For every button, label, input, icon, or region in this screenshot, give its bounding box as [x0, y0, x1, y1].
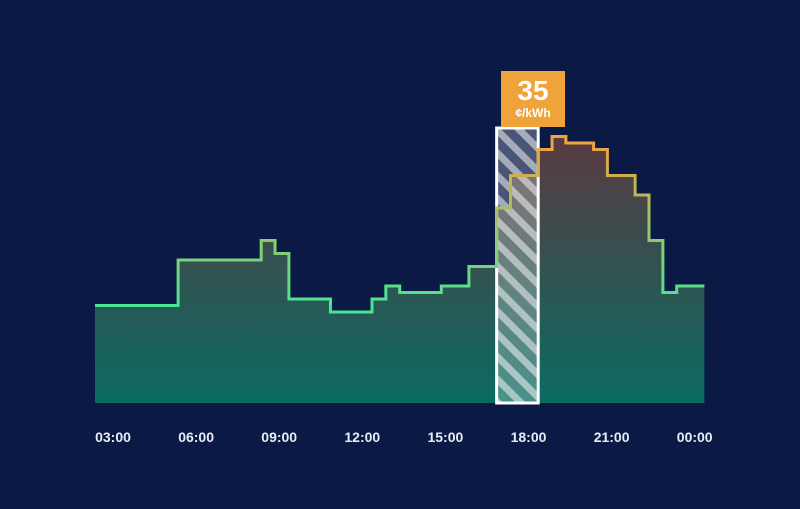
x-tick-label: 12:00	[344, 429, 380, 445]
price-line	[95, 135, 705, 314]
x-tick-label: 21:00	[594, 429, 630, 445]
price-badge-value: 35	[517, 75, 549, 106]
x-tick-label: 00:00	[677, 429, 713, 445]
price-step-line	[95, 135, 705, 314]
x-tick-label: 03:00	[95, 429, 131, 445]
x-tick-label: 18:00	[511, 429, 547, 445]
price-area	[95, 136, 705, 403]
x-tick-label: 09:00	[261, 429, 297, 445]
price-area-fill	[95, 136, 705, 403]
highlight-window	[495, 126, 540, 405]
price-badge-unit: ¢/kWh	[515, 106, 551, 120]
highlight-hatch	[496, 128, 539, 403]
x-tick-label: 06:00	[178, 429, 214, 445]
x-tick-label: 15:00	[427, 429, 463, 445]
x-axis: 03:00 06:00 09:00 12:00 15:00 18:00 21:00 00:00	[95, 429, 713, 445]
price-badge: 35 ¢/kWh	[501, 71, 565, 127]
